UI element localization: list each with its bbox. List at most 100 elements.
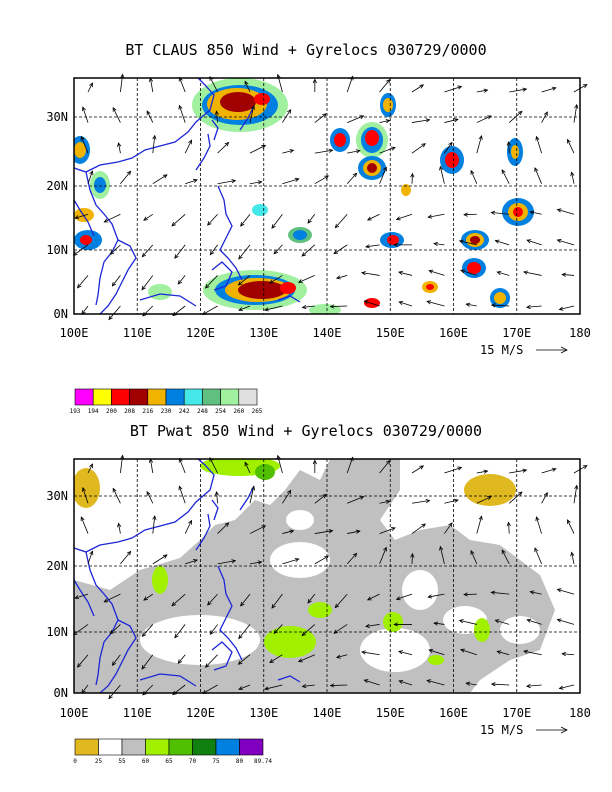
wind-vector-head	[89, 170, 94, 176]
top-colorbar-label: 193	[70, 408, 81, 415]
wind-vector	[142, 624, 154, 637]
wind-vector-head	[301, 683, 307, 689]
wind-vector-head	[534, 547, 539, 553]
wind-vector	[269, 654, 283, 663]
wind-vector-head	[448, 141, 453, 147]
wind-vector	[249, 145, 266, 154]
top-colorbar-label: 242	[179, 408, 190, 415]
wind-vector-head	[238, 686, 243, 691]
wind-vector	[146, 110, 154, 123]
wind-vector-head	[193, 559, 198, 564]
wind-vector-head	[328, 148, 334, 153]
top-colorbar-label: 254	[215, 408, 226, 415]
wind-vector-head	[427, 214, 433, 219]
wind-vector-head	[490, 682, 496, 687]
wind-vector	[470, 550, 478, 565]
wind-vector-head	[428, 648, 434, 653]
wind-vector	[379, 167, 387, 184]
wind-vector	[501, 169, 510, 184]
wind-vector	[249, 525, 266, 534]
wind-vector-head	[117, 522, 122, 528]
wind-vector-head	[494, 619, 500, 624]
wind-vector	[476, 496, 492, 504]
wind-vector-head	[301, 304, 307, 310]
wind-vector-head	[143, 596, 148, 601]
wind-vector-head	[390, 146, 396, 151]
wind-vector	[459, 620, 477, 625]
wind-vector	[209, 244, 218, 255]
wind-vector	[567, 139, 575, 154]
wind-vector-head	[204, 284, 210, 289]
top-x-tick-label: 150E	[376, 326, 405, 340]
wind-vector	[347, 530, 360, 534]
wind-vector-head	[551, 86, 557, 91]
wind-vector	[82, 487, 89, 504]
wind-vector-head	[490, 210, 496, 215]
wind-vector-head	[385, 119, 391, 124]
top-x-tick-label: 180	[569, 326, 591, 340]
wind-vector-head	[526, 239, 532, 244]
wind-vector-head	[276, 454, 281, 460]
bottom-reference-vector-label: 15 M/S	[480, 723, 523, 737]
wind-vector-head	[301, 252, 307, 257]
wind-vector-head	[386, 459, 391, 465]
wind-vector	[146, 491, 154, 504]
wind-vector-head	[419, 84, 425, 89]
wind-vector	[152, 174, 168, 185]
wind-vector	[74, 593, 89, 599]
wind-vector	[108, 305, 121, 320]
bottom-colorbar-swatch	[74, 738, 99, 756]
wind-vector	[379, 527, 396, 534]
wind-vector	[112, 275, 121, 287]
wind-vector	[509, 469, 527, 474]
wind-vector-head	[425, 498, 431, 504]
wind-vector	[491, 683, 510, 686]
wind-vector	[527, 239, 542, 246]
wind-vector	[427, 301, 445, 307]
wind-vector	[314, 530, 333, 534]
wind-vector-head	[366, 216, 372, 221]
wind-vector	[314, 494, 327, 504]
wind-vector-head	[238, 634, 243, 640]
wind-vector	[282, 558, 299, 565]
top-x-tick-label: 110E	[123, 326, 152, 340]
wind-vector-head	[111, 661, 117, 666]
bottom-panel-title: BT Pwat 850 Wind + Gyrelocs 030729/0000	[129, 422, 483, 440]
wind-vector	[238, 275, 251, 286]
top-axis-labels: 100E 110E 120E 130E 140E 150E 160E 170E …	[46, 110, 591, 340]
bottom-colorbar-swatch	[121, 738, 146, 756]
wind-vector	[361, 272, 380, 276]
wind-vector-head	[460, 648, 465, 653]
bottom-x-tick-label: 110E	[123, 706, 152, 720]
wind-vector-head	[433, 241, 439, 247]
bottom-axis-labels: 100E 110E 120E 130E 140E 150E 160E 170E …	[46, 489, 591, 720]
wind-vector-head	[490, 590, 496, 595]
wind-vector-head	[231, 179, 237, 184]
wind-vector-head	[329, 304, 335, 309]
wind-vector	[209, 624, 218, 635]
wind-vector-head	[506, 521, 511, 527]
bottom-colorbar-swatch	[168, 738, 193, 756]
wind-vector-head	[271, 604, 276, 609]
wind-vector	[379, 79, 391, 93]
wind-vector-head	[109, 250, 115, 255]
wind-vector-head	[207, 221, 212, 226]
wind-vector-head	[365, 244, 370, 249]
wind-vector	[476, 516, 482, 534]
wind-vector-head	[395, 596, 401, 601]
bottom-colorbar-label: 65	[165, 758, 173, 765]
top-x-tick-label: 140E	[313, 326, 342, 340]
wind-vector	[249, 486, 255, 504]
wind-vector-head	[463, 592, 468, 597]
wind-vector	[307, 593, 316, 604]
bottom-y-tick-label: 30N	[46, 489, 68, 503]
bottom-colorbar-label: 70	[189, 758, 197, 765]
wind-vector	[364, 300, 380, 307]
wind-vector	[314, 113, 327, 123]
wind-vector-head	[487, 496, 492, 501]
wind-vector-head	[439, 165, 444, 171]
wind-vector-head	[297, 279, 303, 283]
wind-vector-head	[439, 545, 444, 551]
wind-vector	[217, 180, 236, 185]
